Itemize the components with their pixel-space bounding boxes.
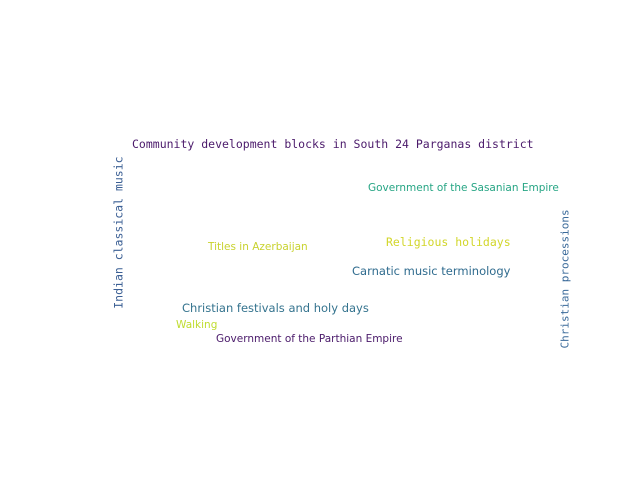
word-government-parthian-empire: Government of the Parthian Empire — [216, 333, 403, 345]
word-walking: Walking — [176, 319, 218, 331]
word-religious-holidays: Religious holidays — [386, 235, 511, 249]
word-community-development-blocks: Community development blocks in South 24… — [132, 137, 534, 151]
word-titles-in-azerbaijan: Titles in Azerbaijan — [208, 241, 308, 253]
word-christian-processions: Christian processions — [558, 209, 572, 349]
word-government-sasanian-empire: Government of the Sasanian Empire — [368, 182, 559, 194]
word-indian-classical-music: Indian classical music — [111, 156, 126, 309]
word-carnatic-music-terminology: Carnatic music terminology — [352, 264, 511, 278]
word-christian-festivals-holy-days: Christian festivals and holy days — [182, 301, 369, 315]
